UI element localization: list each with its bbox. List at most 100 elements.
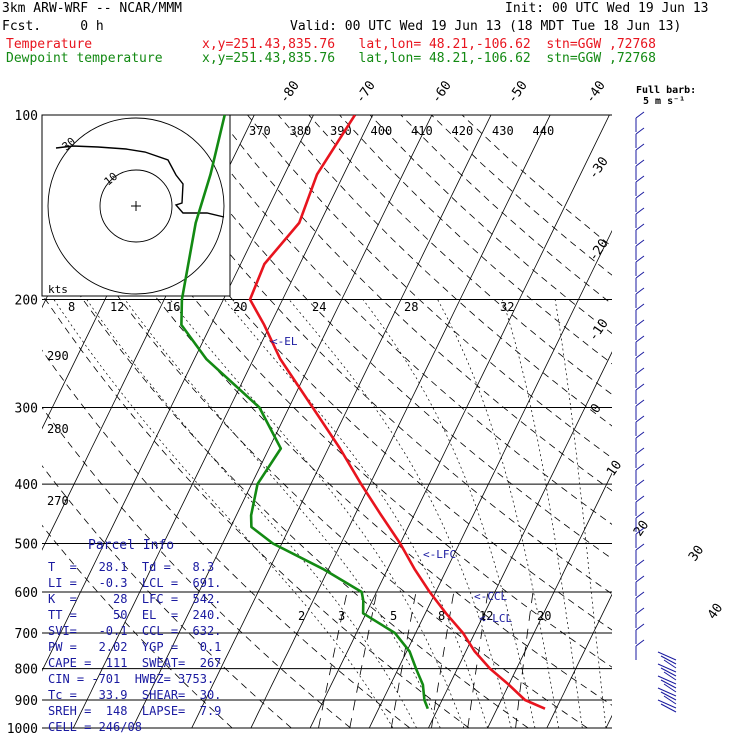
dry-adiabat-lines bbox=[42, 115, 612, 728]
theta-label: 440 bbox=[533, 124, 555, 138]
valid-time: Valid: 00 UTC Wed 19 Jun 13 (18 MDT Tue … bbox=[290, 19, 682, 34]
dry-adiabat-line bbox=[247, 115, 612, 459]
isotherm-label: -20 bbox=[586, 236, 612, 264]
isotherm-line bbox=[191, 115, 492, 728]
isotherm-line bbox=[250, 115, 551, 728]
isotherm-line bbox=[605, 714, 612, 728]
theta-label: 420 bbox=[452, 124, 474, 138]
wind-barb bbox=[660, 703, 677, 713]
wind-barb-flag bbox=[635, 239, 645, 247]
init-time: Init: 00 UTC Wed 19 Jun 13 bbox=[505, 1, 709, 16]
wind-barb bbox=[657, 675, 677, 685]
wind-barb-flag bbox=[635, 191, 645, 199]
pressure-tick-label: 800 bbox=[15, 663, 38, 678]
mixing-ratio-label: 2 bbox=[298, 609, 305, 623]
parcel-level-markers: <-EL <-LFC <-CCL <-LCL bbox=[271, 335, 512, 625]
wind-barb-flag bbox=[635, 207, 645, 215]
wind-barb-flag bbox=[635, 383, 645, 391]
forecast-hour: Fcst. 0 h bbox=[2, 19, 104, 34]
isotherm-label: -60 bbox=[429, 78, 455, 106]
dry-adiabat-line bbox=[42, 524, 233, 728]
hodograph-ring bbox=[47, 117, 225, 295]
hodograph-units-label: kts bbox=[48, 283, 68, 296]
parcel-info-row: T = 28.1 Td = 8.3 bbox=[48, 560, 215, 574]
wind-barb-flag bbox=[635, 335, 645, 343]
wind-barb-flag bbox=[635, 159, 645, 167]
wind-barb-flag bbox=[635, 479, 645, 487]
header: 3km ARW-WRF -- NCAR/MMM Init: 00 UTC Wed… bbox=[0, 0, 740, 70]
isotherm-label: 0 bbox=[588, 401, 605, 416]
wind-barb bbox=[663, 683, 677, 693]
level-marker-lfc: <-LFC bbox=[423, 548, 456, 561]
moist-adiabat-line bbox=[288, 299, 512, 728]
moist-adiabat-label: 32 bbox=[500, 300, 514, 314]
mixing-ratio-label: 12 bbox=[479, 609, 493, 623]
dry-adiabat-line bbox=[185, 115, 612, 525]
wind-barb-flag bbox=[635, 351, 645, 359]
dry-adiabat-line bbox=[42, 129, 612, 706]
mixing-ratio-label: 3 bbox=[338, 609, 345, 623]
pressure-tick-label: 500 bbox=[15, 537, 38, 552]
wind-barb-flag bbox=[635, 511, 645, 519]
level-marker-el: <-EL bbox=[271, 335, 298, 348]
theta-label: 370 bbox=[249, 124, 271, 138]
parcel-info-row: CIN = -701 HWBZ= 3753. bbox=[48, 672, 215, 686]
parcel-info-row: LI = -0.3 LCL = 691. bbox=[48, 576, 222, 590]
wind-barb-flag bbox=[635, 559, 645, 567]
wind-barb bbox=[657, 663, 677, 673]
mixing-ratio-label: 20 bbox=[537, 609, 551, 623]
sounding-profiles bbox=[180, 115, 546, 710]
isotherm-label: 20 bbox=[631, 518, 652, 539]
mixing-ratio-label: 8 bbox=[438, 609, 445, 623]
isotherm-line bbox=[72, 115, 374, 728]
wind-barb-flag bbox=[635, 127, 645, 135]
barb-legend-units: 5 m s⁻¹ bbox=[643, 96, 685, 107]
isotherm-label: -40 bbox=[583, 78, 609, 106]
dry-adiabat-line bbox=[93, 115, 612, 631]
parcel-info-row: K = 28 LFC = 542. bbox=[48, 592, 222, 606]
parcel-info-row: CAPE = 111 SWEAT= 267 bbox=[48, 656, 222, 670]
model-title: 3km ARW-WRF -- NCAR/MMM bbox=[2, 1, 183, 16]
isotherm-line bbox=[42, 115, 196, 430]
wind-barb bbox=[663, 695, 677, 705]
parcel-info-row: Tc = 33.9 SHEAR= 30. bbox=[48, 688, 222, 702]
moist-adiabat-label: 28 bbox=[404, 300, 418, 314]
isotherm-line bbox=[368, 229, 612, 728]
dry-adiabat-line bbox=[155, 115, 612, 560]
isotherm-label: 40 bbox=[705, 601, 726, 622]
pressure-tick-label: 100 bbox=[15, 109, 38, 124]
isotherm-line bbox=[724, 115, 740, 728]
theta-label: 430 bbox=[492, 124, 514, 138]
isotherm-label: -10 bbox=[586, 316, 612, 344]
wind-barb bbox=[663, 671, 677, 681]
dry-adiabat-line bbox=[63, 115, 612, 668]
moist-adiabat-line bbox=[502, 299, 583, 728]
hodograph-center-icon bbox=[131, 201, 141, 211]
dry-adiabat-line bbox=[42, 465, 292, 728]
isotherm-label: 30 bbox=[686, 543, 707, 564]
dewpoint-location: x,y=251.43,835.76 lat,lon= 48.21,-106.62… bbox=[202, 51, 656, 66]
theta-label: 410 bbox=[411, 124, 433, 138]
dry-adiabat-line bbox=[400, 115, 612, 305]
isotherm-line bbox=[428, 351, 612, 728]
pressure-tick-label: 700 bbox=[15, 627, 38, 642]
isotherm-label: -50 bbox=[505, 78, 531, 106]
wind-barb-flag bbox=[635, 463, 645, 471]
moist-adiabat-label: 12 bbox=[110, 300, 124, 314]
temperature-legend-label: Temperature bbox=[6, 37, 93, 52]
dry-adiabat-line bbox=[42, 293, 470, 728]
hodograph-ring bbox=[99, 169, 173, 243]
wind-barb-flag bbox=[635, 319, 645, 327]
moist-adiabat-label: 20 bbox=[233, 300, 247, 314]
isotherm-line bbox=[546, 593, 612, 728]
wind-barb bbox=[657, 651, 677, 661]
wind-barb-flag bbox=[635, 607, 645, 615]
pressure-tick-label: 400 bbox=[15, 478, 38, 493]
parcel-info-row: PW = 2.02 YGP = 0.1 bbox=[48, 640, 222, 654]
wind-barb bbox=[660, 667, 677, 677]
wind-barb bbox=[657, 687, 677, 697]
isotherm-label: -30 bbox=[586, 154, 612, 182]
wind-barb-flag bbox=[635, 575, 645, 583]
